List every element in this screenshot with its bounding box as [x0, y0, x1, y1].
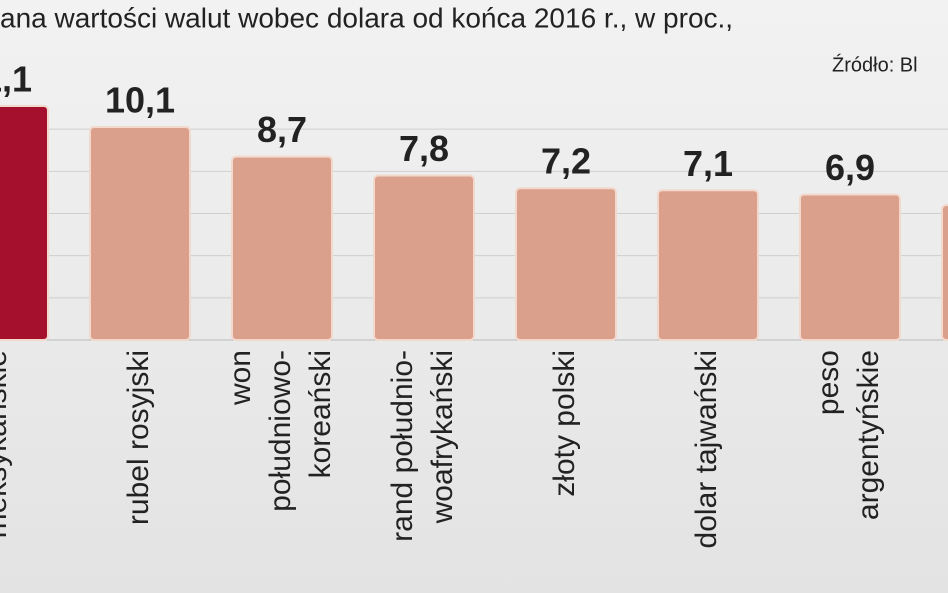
- bar: [515, 187, 617, 341]
- value-label: 10,1: [105, 80, 175, 121]
- x-tick-label: rand południo-woafrykański: [386, 350, 459, 542]
- value-label: 7,2: [541, 141, 591, 182]
- x-tick-label: meksykanskie: [0, 350, 13, 538]
- x-tick-label: dolar tajwański: [690, 350, 723, 548]
- bar: [231, 155, 333, 341]
- source: Źródło: Bl: [832, 53, 918, 76]
- value-label: 7,8: [399, 128, 449, 169]
- x-tick-label: rubel rosyjski: [122, 350, 155, 525]
- value-label: 6,9: [825, 147, 875, 188]
- bar: [657, 189, 759, 341]
- x-tick-label: won południowo-koreański: [224, 350, 337, 512]
- value-label: 8,7: [257, 109, 307, 150]
- x-tick-label: złoty polski: [548, 350, 581, 497]
- value-label: 11,1: [0, 58, 32, 99]
- bar: [89, 126, 191, 341]
- bar: [373, 174, 475, 341]
- chart-title: ana wartości walut wobec dolara od końca…: [0, 2, 733, 33]
- bar: [799, 193, 901, 341]
- bar: [941, 204, 948, 341]
- x-tick-label: peso argentyńskie: [812, 350, 885, 520]
- bar: [0, 104, 49, 341]
- value-label: 7,1: [683, 143, 733, 184]
